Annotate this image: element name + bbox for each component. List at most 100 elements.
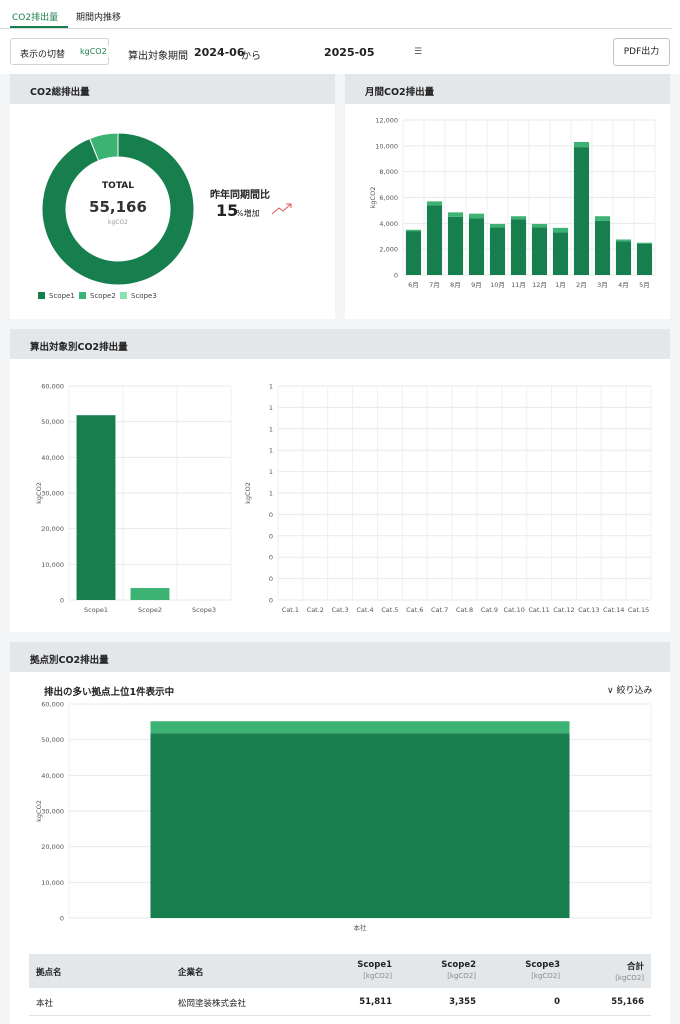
x-tick-label: Cat.8 xyxy=(456,606,473,614)
site-subtitle: 排出の多い拠点上位1件表示中 xyxy=(44,687,175,698)
x-tick-label: 7月 xyxy=(429,281,440,289)
legend-scope3: Scope3 xyxy=(120,292,157,300)
y-tick-label: 30,000 xyxy=(41,490,64,498)
calendar-icon[interactable]: ☰ xyxy=(414,47,423,57)
legend-scope2-label: Scope2 xyxy=(90,292,116,300)
x-tick-label: Cat.2 xyxy=(307,606,324,614)
y-tick-label: 0 xyxy=(269,532,273,540)
panel-title: 月間CO2排出量 xyxy=(365,87,435,98)
td-site: 本社 xyxy=(36,999,54,1009)
x-tick-label: Cat.5 xyxy=(381,606,398,614)
y-tick-label: 8,000 xyxy=(379,168,398,176)
donut-slice-scope2 xyxy=(89,132,119,162)
bar-5月-scope1 xyxy=(636,244,653,275)
y-tick-label: 60,000 xyxy=(41,701,64,709)
yoy-unit: %増加 xyxy=(236,209,260,218)
panel-header: 算出対象別CO2排出量 xyxy=(10,329,670,359)
bar-2月-scope2 xyxy=(573,141,590,148)
y-tick-label: 4,000 xyxy=(379,220,398,228)
legend-scope3-label: Scope3 xyxy=(131,292,157,300)
bar-本社-scope1 xyxy=(150,733,570,918)
x-tick-label: Scope1 xyxy=(84,606,108,614)
period-end-select[interactable]: 2025-05 xyxy=(268,40,416,64)
x-tick-label: Scope2 xyxy=(138,606,162,614)
x-tick-label: Cat.11 xyxy=(528,606,549,614)
bar-3月-scope1 xyxy=(594,220,611,275)
bar-9月-scope1 xyxy=(468,218,485,275)
bar-6月-scope1 xyxy=(405,231,422,275)
period-start-value[interactable]: 2024-06 xyxy=(194,46,245,59)
th-total-label: 合計 xyxy=(626,962,644,972)
filter-button[interactable]: ∨ 絞り込み xyxy=(607,683,652,696)
display-toggle-button[interactable]: 表示の切替 kgCO2 xyxy=(10,38,110,65)
th-total: 合計 [kgCO2] xyxy=(615,960,644,982)
tab-co2[interactable]: CO2排出量 xyxy=(12,13,59,23)
x-tick-label: 2月 xyxy=(576,281,587,289)
y-tick-label: 20,000 xyxy=(41,843,64,851)
y-tick-label: 0 xyxy=(394,272,398,280)
y-tick-label: 1 xyxy=(269,468,273,476)
x-tick-label: Cat.15 xyxy=(628,606,649,614)
bar-5月-scope2 xyxy=(636,242,653,244)
x-tick-label: Cat.6 xyxy=(406,606,423,614)
td-scope2: 3,355 xyxy=(449,997,476,1007)
y-axis-label: kgCO2 xyxy=(244,482,252,504)
y-tick-label: 50,000 xyxy=(41,736,64,744)
pdf-export-button[interactable]: PDF出力 xyxy=(613,38,670,66)
y-tick-label: 0 xyxy=(269,575,273,583)
x-tick-label: 8月 xyxy=(450,281,461,289)
table-header: 拠点名 企業名 Scope1 [kgCO2] Scope2 [kgCO2] Scop… xyxy=(29,954,651,988)
x-tick-label: 10月 xyxy=(490,281,505,289)
active-tab-indicator xyxy=(10,26,68,28)
panel-header: 月間CO2排出量 xyxy=(345,74,670,104)
bar-scope2-total xyxy=(130,588,170,600)
y-tick-label: 2,000 xyxy=(379,246,398,254)
x-tick-label: 4月 xyxy=(618,281,629,289)
th-scope2: Scope2 [kgCO2] xyxy=(441,960,476,980)
th-scope1: Scope1 [kgCO2] xyxy=(357,960,392,980)
y-tick-label: 40,000 xyxy=(41,772,64,780)
y-tick-label: 20,000 xyxy=(41,525,64,533)
tab-divider xyxy=(0,28,672,29)
th-scope3-unit: [kgCO2] xyxy=(531,972,560,980)
x-tick-label: Cat.4 xyxy=(356,606,373,614)
x-tick-label: Cat.9 xyxy=(481,606,498,614)
tab-trend[interactable]: 期間内推移 xyxy=(76,13,122,23)
y-tick-label: 1 xyxy=(269,425,273,433)
target-emission-panel: 算出対象別CO2排出量 0 10,000 20,000 30,000 40,000 50,… xyxy=(10,329,670,632)
y-tick-label: 10,000 xyxy=(375,142,398,150)
donut-total-value: 55,166 xyxy=(89,198,147,216)
legend-scope1-label: Scope1 xyxy=(49,292,75,300)
y-tick-label: 6,000 xyxy=(379,194,398,202)
y-tick-label: 60,000 xyxy=(41,383,64,391)
site-bar-chart: 0 10,000 20,000 30,000 40,000 50,000 60,000 本社 k… xyxy=(35,701,652,932)
td-total: 55,166 xyxy=(611,997,644,1007)
legend-scope1: Scope1 xyxy=(38,292,75,300)
bar-4月-scope1 xyxy=(615,241,632,275)
bar-1月-scope1 xyxy=(552,232,569,275)
x-tick-label: Cat.13 xyxy=(578,606,599,614)
donut-slice-scope1 xyxy=(41,132,195,286)
x-tick-label: Cat.3 xyxy=(332,606,349,614)
bar-7月-scope2 xyxy=(426,201,443,206)
y-tick-label: 1 xyxy=(269,383,273,391)
y-tick-label: 50,000 xyxy=(41,418,64,426)
bar-4月-scope2 xyxy=(615,239,632,242)
bar-2月-scope1 xyxy=(573,147,590,275)
chevron-down-icon: ∨ xyxy=(607,686,614,696)
bar-10月-scope1 xyxy=(489,227,506,275)
period-from-label: から xyxy=(241,51,261,62)
y-tick-label: 0 xyxy=(269,554,273,562)
y-tick-label: 10,000 xyxy=(41,879,64,887)
th-scope1-label: Scope1 xyxy=(357,960,392,970)
th-scope3-label: Scope3 xyxy=(525,960,560,970)
bar-8月-scope1 xyxy=(447,216,464,275)
x-tick-label: Cat.12 xyxy=(553,606,574,614)
th-total-unit: [kgCO2] xyxy=(615,974,644,982)
th-scope3: Scope3 [kgCO2] xyxy=(525,960,560,980)
legend-scope2: Scope2 xyxy=(79,292,116,300)
td-scope1: 51,811 xyxy=(359,997,392,1007)
panel-title: CO2総排出量 xyxy=(30,87,90,98)
x-tick-label: Cat.1 xyxy=(282,606,299,614)
bar-11月-scope1 xyxy=(510,219,527,275)
